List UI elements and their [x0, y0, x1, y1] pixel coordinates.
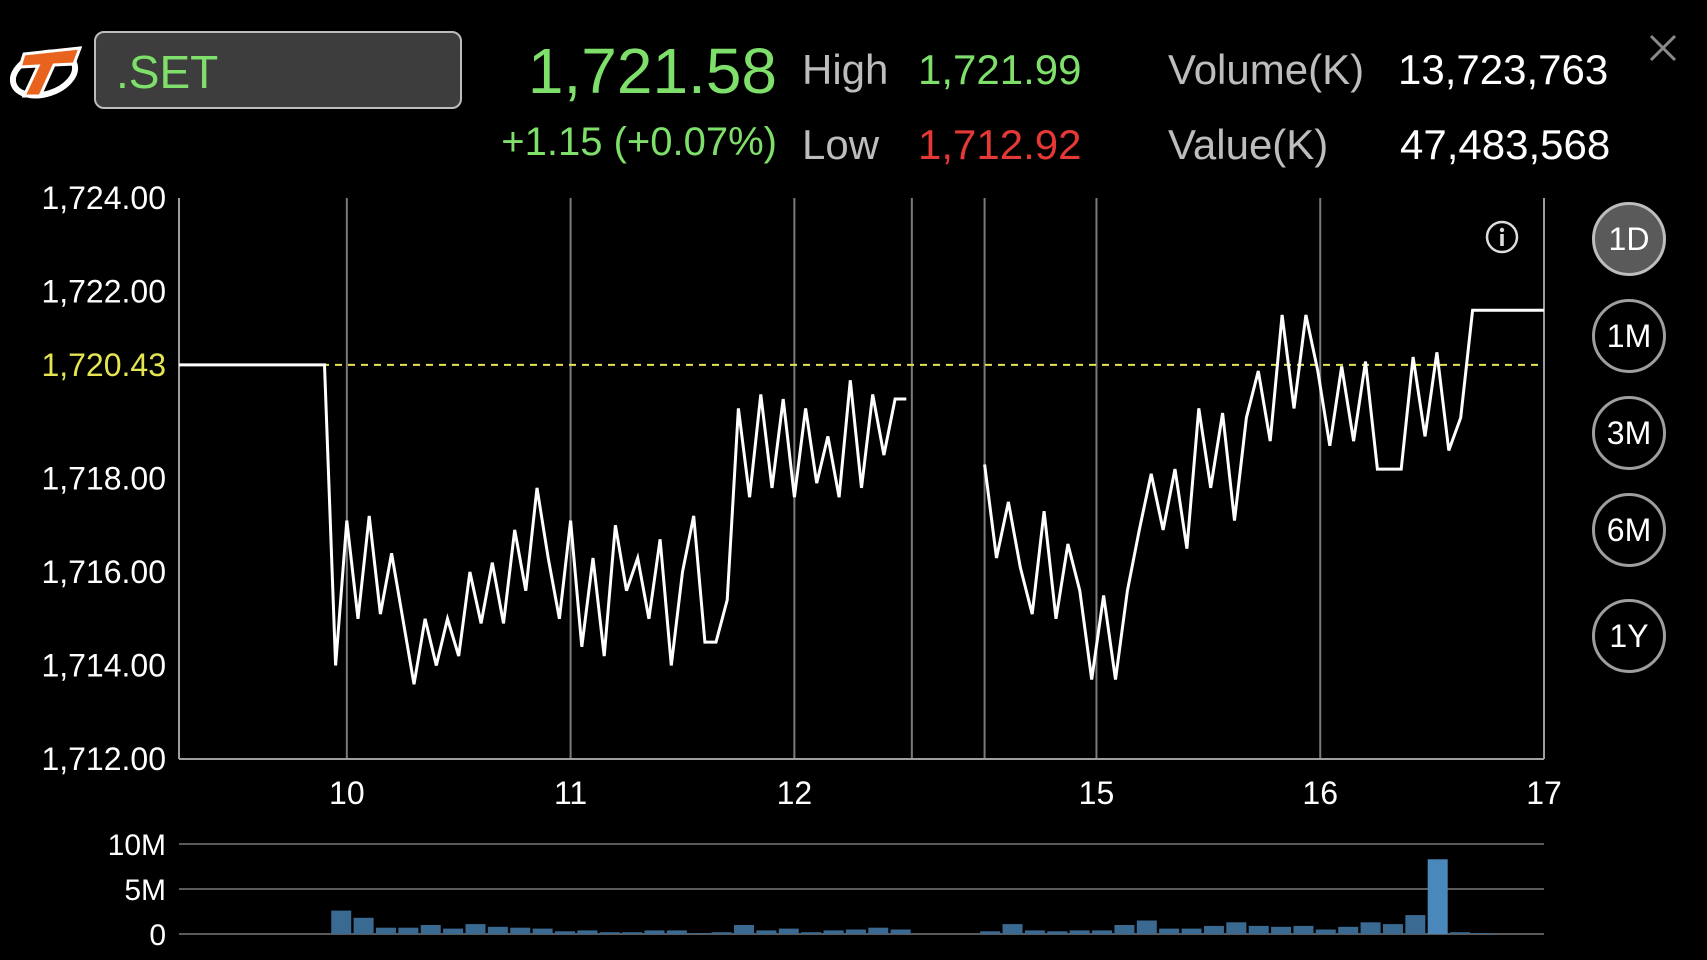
symbol-text: .SET: [116, 46, 219, 98]
volume-bar: [644, 930, 665, 934]
volume-bar: [375, 927, 396, 934]
volume-bar: [711, 932, 732, 934]
volume-bar: [1159, 928, 1180, 934]
volume-bar: [868, 927, 889, 934]
period-1y-button[interactable]: 1Y: [1592, 599, 1666, 673]
volume-bar: [398, 927, 419, 934]
last-price: 1,721.58: [527, 35, 777, 107]
volume-bar: [1450, 932, 1471, 934]
y-tick-label: 1,722.00: [41, 274, 166, 310]
y-tick-label: 1,712.00: [41, 741, 166, 777]
volume-bar: [845, 929, 866, 934]
volume-bar: [1114, 925, 1135, 934]
volume-bar: [465, 924, 486, 934]
volume-bar: [1002, 924, 1023, 934]
y-tick-label: 1,724.00: [41, 180, 166, 216]
period-1d-button[interactable]: 1D: [1592, 202, 1666, 276]
volume-bar: [1360, 922, 1381, 934]
info-icon[interactable]: [1485, 220, 1519, 254]
volume-bar: [1382, 924, 1403, 934]
volume-bar: [487, 926, 508, 934]
volume-bar: [1181, 928, 1202, 934]
volume-bar: [980, 931, 1001, 934]
volume-value: 13,723,763: [1398, 46, 1609, 93]
volume-bar: [689, 933, 710, 934]
y-tick-label: 1,718.00: [41, 461, 166, 497]
volume-bar: [666, 930, 687, 934]
volume-bar: [1203, 925, 1224, 934]
volume-tick-label: 5M: [124, 874, 166, 907]
volume-bar: [1069, 930, 1090, 934]
symbol-input[interactable]: .SET: [94, 31, 462, 109]
volume-bar: [331, 910, 352, 934]
volume-bar: [353, 917, 374, 934]
x-tick-label: 11: [554, 775, 587, 811]
volume-bar: [1315, 929, 1336, 934]
volume-bar: [555, 931, 576, 934]
volume-bar: [1405, 915, 1426, 934]
price-series-line: [179, 363, 907, 685]
volume-bar: [510, 927, 531, 934]
volume-bar: [443, 928, 464, 934]
brand-logo: [9, 44, 83, 100]
volume-tick-label: 10M: [108, 829, 166, 862]
period-1m-button[interactable]: 1M: [1592, 299, 1666, 373]
volume-bar: [1427, 859, 1448, 934]
close-icon[interactable]: [1647, 32, 1679, 64]
y-tick-label: 1,714.00: [41, 648, 166, 684]
volume-label: Volume(K): [1168, 46, 1365, 93]
value-value: 47,483,568: [1400, 121, 1611, 168]
volume-bar: [823, 930, 844, 934]
volume-bar: [778, 928, 799, 934]
volume-bar: [1338, 926, 1359, 934]
x-tick-label: 12: [777, 775, 813, 811]
volume-bar: [1293, 925, 1314, 934]
x-tick-label: 16: [1302, 775, 1338, 811]
low-value: 1,712.92: [918, 121, 1082, 168]
volume-tick-label: 0: [149, 919, 166, 952]
volume-bar: [1248, 925, 1269, 934]
volume-bar: [756, 930, 777, 934]
price-change: +1.15 (+0.07%): [501, 120, 777, 164]
volume-bar: [577, 930, 598, 934]
volume-bar: [890, 929, 911, 934]
volume-bar: [1271, 926, 1292, 934]
price-series-line: [983, 308, 1544, 680]
volume-bar: [734, 925, 755, 934]
high-label: High: [802, 46, 889, 93]
period-3m-button[interactable]: 3M: [1592, 396, 1666, 470]
y-tick-label: 1,716.00: [41, 554, 166, 590]
volume-bar: [532, 928, 553, 934]
x-tick-label: 10: [329, 775, 365, 811]
period-6m-button[interactable]: 6M: [1592, 493, 1666, 567]
value-label: Value(K): [1168, 121, 1329, 168]
volume-bar: [1226, 922, 1247, 934]
low-label: Low: [802, 121, 880, 168]
reference-price-label: 1,720.43: [41, 347, 166, 383]
volume-bar: [1047, 931, 1068, 934]
volume-bar: [801, 932, 822, 934]
volume-bar: [1472, 933, 1493, 934]
volume-bar: [1136, 920, 1157, 934]
x-tick-label: 17: [1526, 775, 1562, 811]
high-value: 1,721.99: [918, 46, 1082, 93]
volume-bar: [599, 932, 620, 934]
volume-bar: [622, 932, 643, 934]
volume-bar: [1024, 930, 1045, 934]
volume-bar: [1092, 930, 1113, 934]
x-tick-label: 15: [1079, 775, 1115, 811]
volume-bar: [420, 925, 441, 934]
